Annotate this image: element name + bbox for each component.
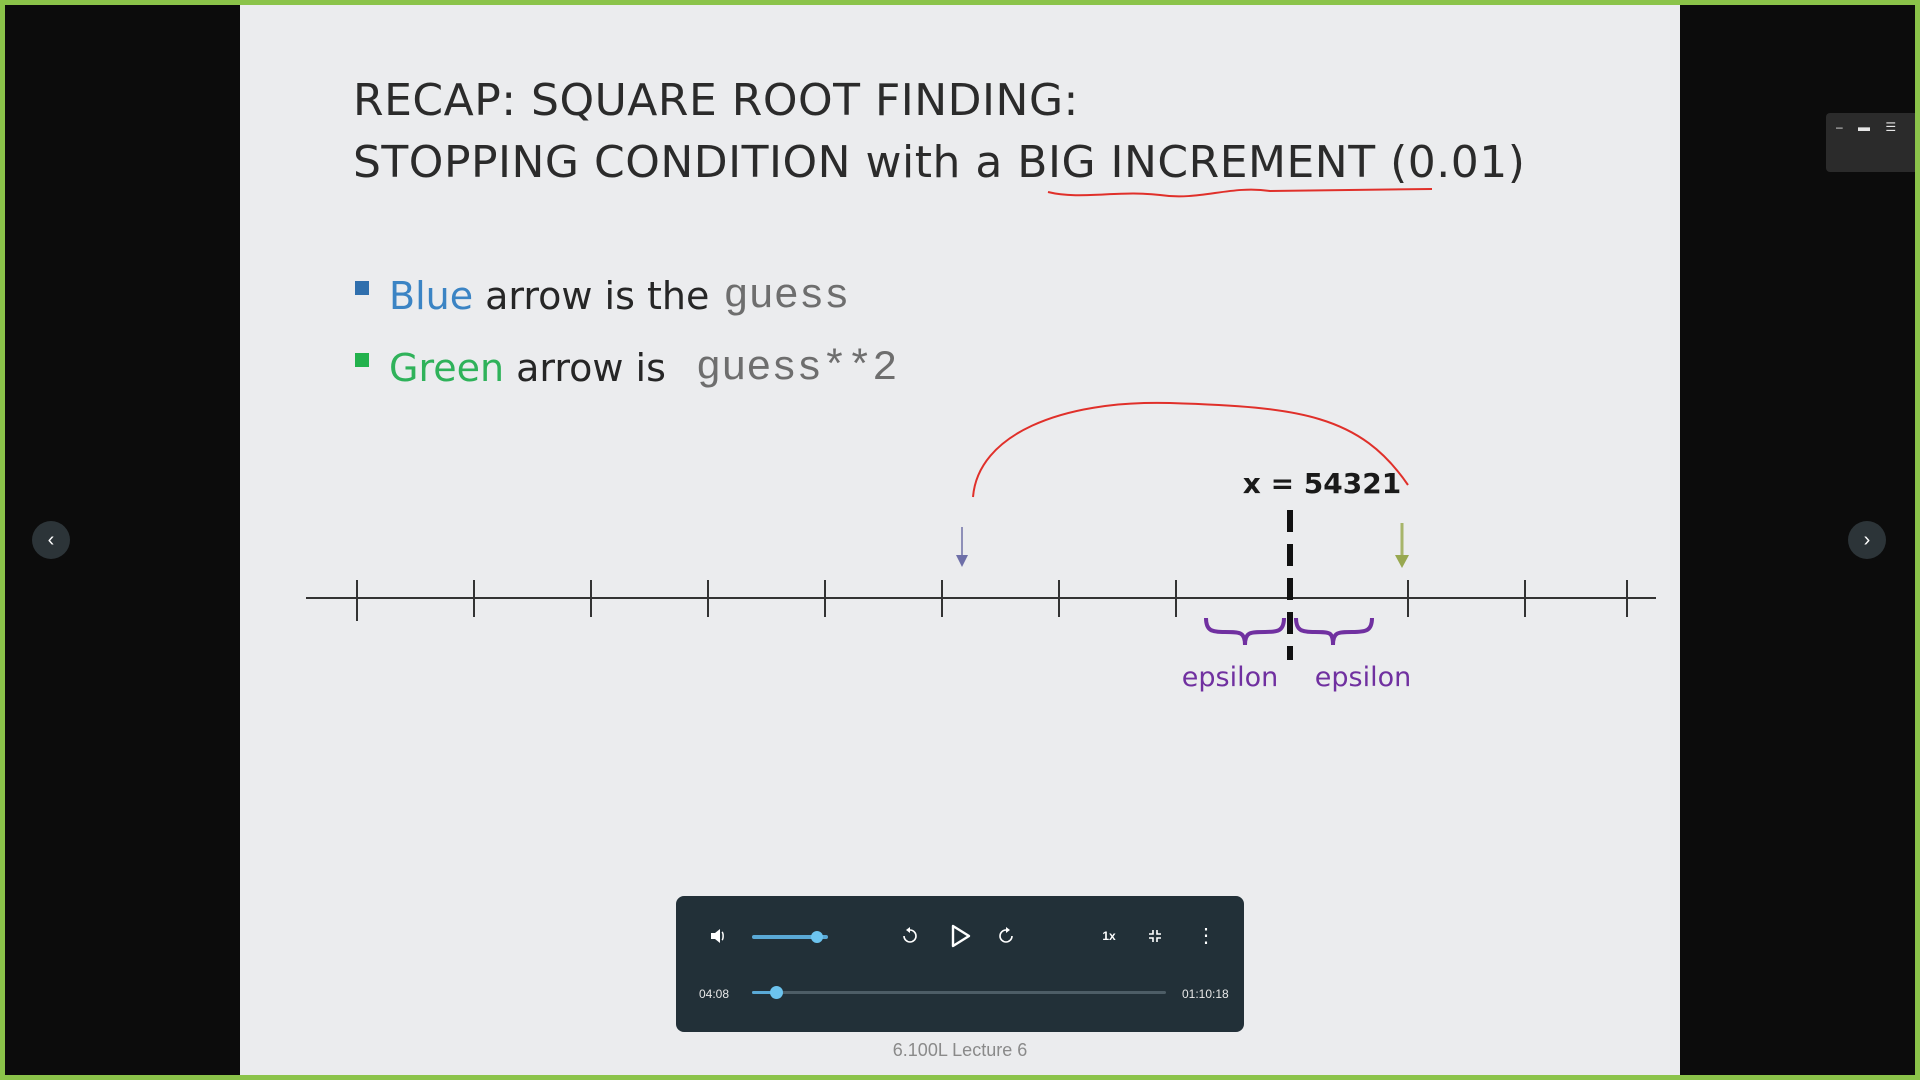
progress-bar[interactable] [752, 986, 1166, 999]
volume-slider-track[interactable] [752, 935, 828, 939]
bullet-code: guess**2 [695, 344, 898, 392]
bullet-color-word: Blue [389, 274, 474, 318]
jump-arc-annotation [972, 401, 1409, 498]
volume-button[interactable] [706, 924, 730, 948]
playback-speed-button[interactable]: 1x [1102, 929, 1116, 943]
bullet-code: guess [723, 272, 850, 320]
fast-forward-icon [999, 927, 1013, 943]
play-button[interactable] [944, 920, 976, 952]
volume-icon [711, 929, 724, 943]
title-line-1: RECAP: SQUARE ROOT FINDING: [353, 75, 1079, 126]
bullet-marker [355, 353, 369, 367]
chevron-right-icon: › [1863, 528, 1871, 551]
floating-mini-toolbar[interactable]: – ▬ ☰ [1826, 113, 1920, 172]
epsilon-label-right: epsilon [1315, 662, 1411, 693]
more-vertical-icon: ⋮ [1196, 925, 1216, 947]
video-player-controls: 1x ⋮ 04:08 01:10:18 [676, 896, 1244, 1032]
blue-guess-arrow [956, 527, 968, 567]
duration: 01:10:18 [1182, 987, 1229, 1001]
bullet-list: Blue arrow is the guess Green arrow is g… [355, 260, 898, 404]
bullet-item: Green arrow is guess**2 [355, 332, 898, 404]
progress-thumb[interactable] [770, 986, 784, 999]
slide-title: RECAP: SQUARE ROOT FINDING: STOPPING CON… [353, 70, 1525, 194]
title-underline-annotation [1047, 188, 1433, 198]
bullet-text: arrow is [516, 346, 666, 390]
next-slide-button[interactable]: › [1848, 521, 1886, 559]
volume-slider-thumb[interactable] [810, 931, 823, 943]
title-line-2-pre: STOPPING CONDITION with a [353, 137, 1018, 188]
previous-slide-button[interactable]: ‹ [32, 521, 70, 559]
epsilon-brace-left [1204, 617, 1286, 646]
video-caption: 6.100L Lecture 6 [892, 1040, 1028, 1060]
bullet-marker [355, 281, 369, 295]
fast-forward-button[interactable] [994, 924, 1018, 948]
toolbar-icons: – ▬ ☰ [1836, 120, 1903, 134]
green-guess-squared-arrow [1395, 523, 1409, 568]
rewind-button[interactable] [898, 924, 922, 948]
epsilon-brace-right [1294, 617, 1374, 646]
title-emphasis: BIG INCREMENT [1017, 137, 1376, 188]
bullet-text: arrow is the [485, 274, 710, 318]
current-time: 04:08 [699, 987, 730, 1001]
play-icon [951, 924, 971, 948]
bullet-color-word: Green [389, 346, 505, 390]
epsilon-label-left: epsilon [1182, 662, 1278, 693]
x-label: x = 54321 [1243, 467, 1401, 500]
number-line-diagram: x = 54321 epsilon epsilon [306, 188, 1656, 693]
bullet-item: Blue arrow is the guess [355, 260, 898, 332]
tick-marks [356, 580, 1628, 621]
title-line-2-post: (0.01) [1375, 137, 1526, 188]
rewind-icon [903, 927, 917, 943]
exit-fullscreen-button[interactable] [1143, 924, 1167, 948]
exit-fullscreen-icon [1149, 930, 1161, 942]
progress-fill [752, 991, 777, 994]
chevron-left-icon: ‹ [47, 528, 55, 551]
more-options-button[interactable]: ⋮ [1194, 924, 1218, 948]
